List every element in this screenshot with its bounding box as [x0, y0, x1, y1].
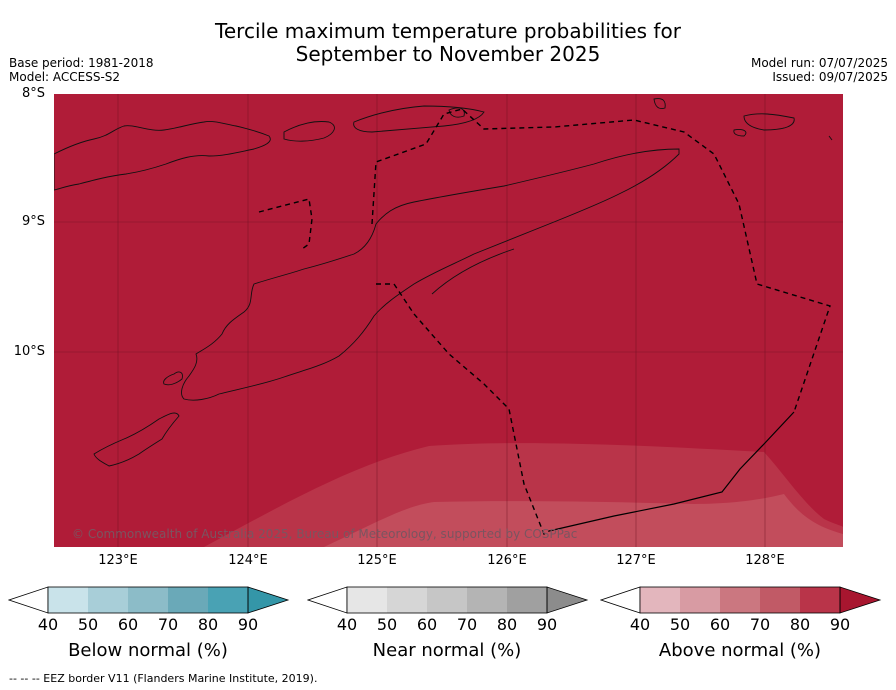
- graticule: [54, 94, 843, 547]
- lon-label-127e: 127°E: [616, 553, 656, 568]
- near-normal-tick-label: 50: [376, 615, 398, 634]
- below-normal-segment: [168, 587, 208, 613]
- title-line-1: Tercile maximum temperature probabilitie…: [215, 19, 681, 43]
- above-normal-colorbar: [600, 586, 882, 614]
- below-normal-extend-high: [247, 586, 290, 614]
- below-normal-title: Below normal (%): [68, 640, 228, 661]
- near-normal-title: Near normal (%): [372, 640, 522, 661]
- boundary-line: [548, 411, 795, 532]
- above-normal-segment: [640, 587, 680, 613]
- copyright-text: © Commonwealth of Australia 2025, Bureau…: [72, 527, 577, 541]
- above-normal-extend-low: [600, 586, 641, 614]
- below-normal-tick-label: 90: [237, 615, 259, 634]
- above-normal-segment: [760, 587, 800, 613]
- near-normal-extend-high: [546, 586, 589, 614]
- wetar-coast: [353, 105, 485, 133]
- east-islands: [653, 98, 666, 110]
- near-normal-tick-label: 40: [336, 615, 358, 634]
- near-normal-segment: [467, 587, 507, 613]
- near-normal-segment: [347, 587, 387, 613]
- below-normal-segment: [128, 587, 168, 613]
- near-normal-extend-low: [307, 586, 348, 614]
- near-normal-tick-label: 80: [496, 615, 518, 634]
- meta-right: Model run: 07/07/2025 Issued: 09/07/2025: [751, 56, 888, 84]
- above-normal-segment: [680, 587, 720, 613]
- lon-label-123e: 123°E: [98, 553, 138, 568]
- above-normal-tick-label: 70: [749, 615, 771, 634]
- meta-left: Base period: 1981-2018 Model: ACCESS-S2: [9, 56, 154, 84]
- near-normal-segment: [507, 587, 547, 613]
- lat-label-8s: 8°S: [21, 86, 45, 101]
- near-normal-segment: [387, 587, 427, 613]
- flores-coast: [54, 121, 271, 191]
- lon-label-126e: 126°E: [487, 553, 527, 568]
- map-title: Tercile maximum temperature probabilitie…: [0, 20, 896, 66]
- field-above-70: [324, 494, 843, 547]
- below-normal-segment: [208, 587, 248, 613]
- near-normal-tick-label: 70: [456, 615, 478, 634]
- near-normal-tick-label: 60: [416, 615, 438, 634]
- timor-coast: [181, 148, 680, 401]
- below-normal-tick-label: 80: [197, 615, 219, 634]
- below-normal-segment: [48, 587, 88, 613]
- alor-coast: [283, 121, 335, 142]
- below-normal-extend-low: [8, 586, 49, 614]
- issued-date: Issued: 09/07/2025: [772, 70, 888, 84]
- below-normal-tick-label: 60: [117, 615, 139, 634]
- above-normal-tick-label: 60: [709, 615, 731, 634]
- below-normal-tick-label: 40: [37, 615, 59, 634]
- near-normal-segment: [427, 587, 467, 613]
- lon-label-124e: 124°E: [228, 553, 268, 568]
- above-normal-segment: [800, 587, 840, 613]
- below-normal-tick-label: 70: [157, 615, 179, 634]
- lon-label-128e: 128°E: [745, 553, 785, 568]
- title-line-2: September to November 2025: [295, 42, 601, 66]
- base-period: Base period: 1981-2018: [9, 56, 154, 70]
- below-normal-segment: [88, 587, 128, 613]
- above-normal-tick-label: 90: [829, 615, 851, 634]
- coastlines: [54, 98, 833, 467]
- roti-coast: [93, 412, 180, 467]
- below-normal-colorbar: [8, 586, 290, 614]
- lat-label-9s: 9°S: [21, 214, 45, 229]
- model-name: Model: ACCESS-S2: [9, 70, 121, 84]
- eez-border: [258, 108, 831, 536]
- above-normal-extend-high: [839, 586, 882, 614]
- lon-label-125e: 125°E: [357, 553, 397, 568]
- above-normal-segment: [720, 587, 760, 613]
- eez-legend: -- -- -- EEZ border V11 (Flanders Marine…: [9, 672, 318, 685]
- near-normal-tick-label: 90: [536, 615, 558, 634]
- probability-map: © Commonwealth of Australia 2025, Bureau…: [54, 94, 843, 547]
- above-normal-tick-label: 40: [629, 615, 651, 634]
- near-normal-colorbar: [307, 586, 589, 614]
- above-normal-tick-label: 50: [669, 615, 691, 634]
- lat-label-10s: 10°S: [13, 344, 45, 359]
- above-normal-tick-label: 80: [789, 615, 811, 634]
- above-normal-title: Above normal (%): [658, 640, 822, 661]
- model-run: Model run: 07/07/2025: [750, 56, 888, 70]
- below-normal-tick-label: 50: [77, 615, 99, 634]
